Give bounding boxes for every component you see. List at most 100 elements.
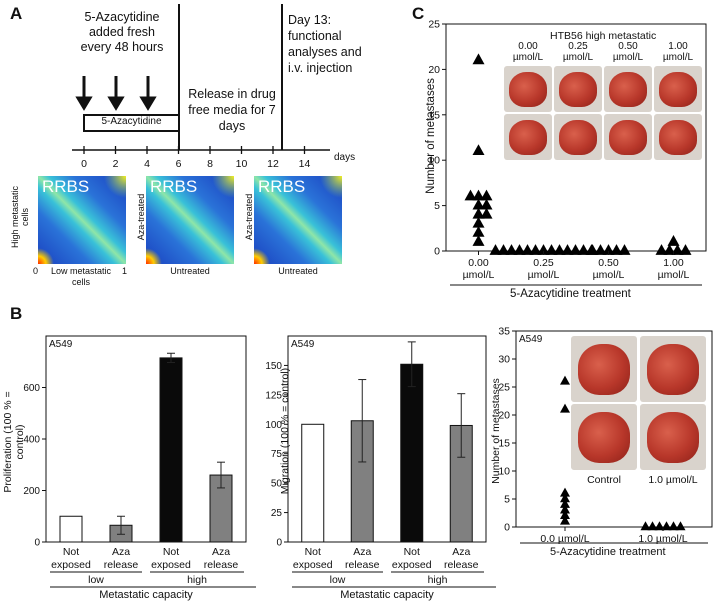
lung-tissue xyxy=(558,119,598,156)
data-point xyxy=(661,521,672,531)
lung-photo xyxy=(571,336,637,402)
data-point xyxy=(560,403,570,413)
data-point xyxy=(497,244,510,255)
data-point xyxy=(560,493,570,503)
lung-photo xyxy=(554,114,602,160)
lung-tissue xyxy=(608,71,648,108)
photo-dose-label: µmol/L xyxy=(662,52,694,63)
b2-cellline: A549 xyxy=(291,339,315,350)
group-label-low: low xyxy=(329,574,346,586)
timeline-tick-label: 4 xyxy=(144,158,150,170)
y-tick-label: 20 xyxy=(498,410,510,422)
category-label: Not xyxy=(162,546,180,558)
data-point xyxy=(505,244,518,255)
data-point xyxy=(675,521,686,531)
data-point xyxy=(671,244,684,255)
heatmap-1-title: RRBS xyxy=(42,177,90,196)
y-tick-label: 150 xyxy=(265,361,282,372)
data-point xyxy=(464,189,477,201)
days-unit: days xyxy=(334,152,356,163)
y-tick-label: 100 xyxy=(265,420,282,431)
data-point xyxy=(521,244,534,255)
b3-xlabel: 5-Azacytidine treatment xyxy=(550,546,666,558)
heatmap-2-title: RRBS xyxy=(150,177,198,196)
category-label: Aza xyxy=(452,546,471,558)
category-label: 0.00 xyxy=(468,257,489,269)
photo-dose-label: 1.00 xyxy=(668,41,688,52)
lung-tissue xyxy=(658,119,698,156)
data-point xyxy=(513,244,526,255)
group-label-high: high xyxy=(427,574,448,586)
photo-dose-label: 0.25 xyxy=(568,41,588,52)
timeline-tick-label: 6 xyxy=(176,158,182,170)
lung-photo xyxy=(640,404,706,470)
release-note: Release in drug free media for 7 days xyxy=(188,87,276,133)
category-label: µmol/L xyxy=(592,269,625,281)
category-label: 0.50 xyxy=(598,257,619,269)
y-tick-label: 0 xyxy=(434,246,440,258)
timeline-tick-label: 8 xyxy=(207,158,213,170)
data-point xyxy=(586,244,599,255)
data-point xyxy=(472,189,485,201)
category-label: release xyxy=(203,559,239,571)
category-label: Not xyxy=(62,546,80,558)
category-label: µmol/L xyxy=(462,269,495,281)
data-point xyxy=(561,244,574,255)
panel-a-label: A xyxy=(10,4,23,23)
y-tick-label: 30 xyxy=(498,354,510,366)
heatmap-1: RRBS xyxy=(38,176,126,264)
c-header: HTB56 high metastatic xyxy=(550,30,657,42)
lung-tissue xyxy=(508,119,548,156)
y-tick-label: 75 xyxy=(271,449,283,460)
group-axis-label: Metastatic capacity xyxy=(99,589,193,601)
data-point xyxy=(655,244,668,255)
lung-tissue xyxy=(608,119,648,156)
category-label: exposed xyxy=(151,559,191,571)
data-point xyxy=(480,189,493,201)
data-point xyxy=(667,235,680,246)
category-label: exposed xyxy=(391,559,432,571)
category-label: release xyxy=(103,559,139,571)
photo-dose-label: 0.00 xyxy=(518,41,538,52)
y-tick-label: 10 xyxy=(498,466,510,478)
y-tick-label: 25 xyxy=(428,19,440,31)
bar xyxy=(59,515,83,543)
heatmap-1-zero: 0 xyxy=(33,266,39,276)
lung-photo xyxy=(640,336,706,402)
bar xyxy=(400,363,424,543)
photo-dose-label: 0.50 xyxy=(618,41,638,52)
lung-photo xyxy=(571,404,637,470)
lung-tissue xyxy=(577,343,631,396)
data-point xyxy=(640,521,651,531)
data-point xyxy=(489,244,502,255)
y-tick-label: 25 xyxy=(498,382,510,394)
category-label: Aza xyxy=(353,546,372,558)
lung-photo xyxy=(654,66,702,112)
y-tick-label: 20 xyxy=(428,64,440,76)
heatmap-2: RRBS xyxy=(146,176,234,264)
data-point xyxy=(472,53,485,65)
lung-photo xyxy=(554,66,602,112)
group-label-high: high xyxy=(187,574,207,586)
data-point xyxy=(553,244,566,255)
data-point xyxy=(537,244,550,255)
category-label: 1.0 µmol/L xyxy=(638,533,688,545)
data-point xyxy=(594,244,607,255)
lung-tissue xyxy=(646,343,700,396)
data-point xyxy=(560,375,570,385)
heatmap-3-title: RRBS xyxy=(258,177,306,196)
aza-bar-label: 5-Azacytidine xyxy=(101,116,162,127)
data-point xyxy=(472,198,485,210)
panel-c-label: C xyxy=(412,4,425,23)
data-point xyxy=(529,244,542,255)
plot-frame xyxy=(287,335,487,543)
data-point xyxy=(618,244,631,255)
timeline-tick-label: 2 xyxy=(113,158,119,170)
photo-dose-label: µmol/L xyxy=(562,52,594,63)
category-label: µmol/L xyxy=(527,269,560,281)
timeline-tick-label: 14 xyxy=(299,158,311,170)
lung-tissue xyxy=(658,71,698,108)
photo-dose-label: µmol/L xyxy=(612,52,644,63)
data-point xyxy=(472,225,485,237)
y-tick-label: 400 xyxy=(23,435,40,446)
